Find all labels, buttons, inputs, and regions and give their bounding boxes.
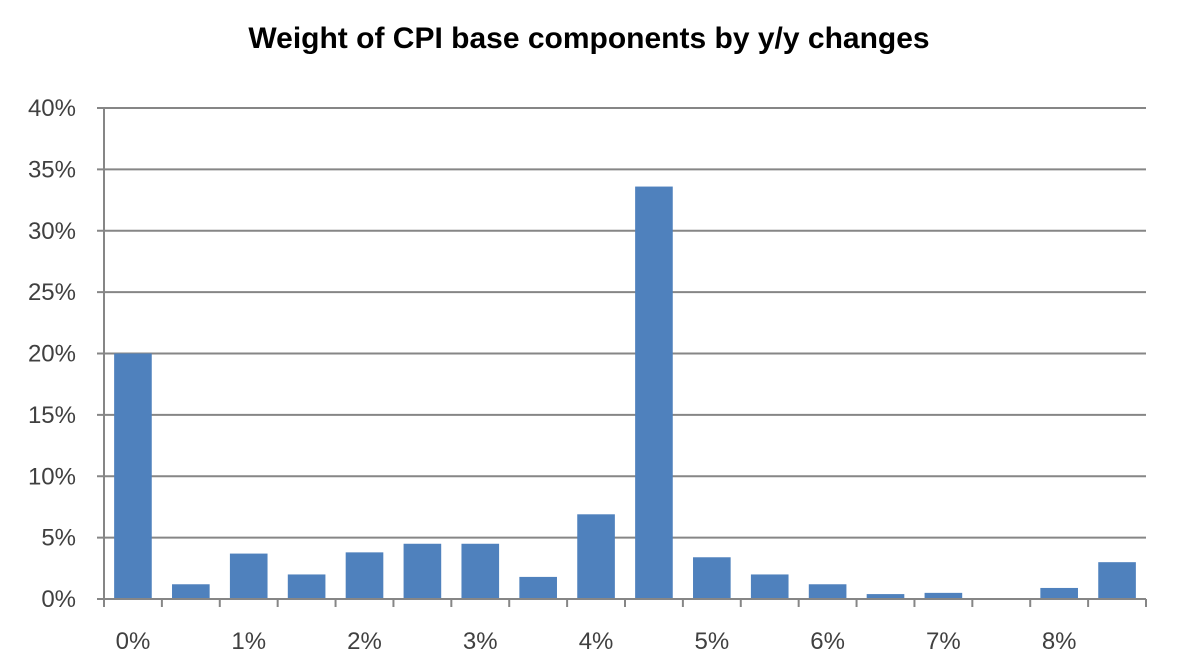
bar [924, 592, 963, 599]
bar [287, 574, 326, 599]
y-tick-label: 5% [41, 525, 76, 552]
bar [866, 594, 905, 599]
x-tick-label: 0% [116, 628, 151, 655]
x-tick-label: 8% [1042, 628, 1077, 655]
chart-title: Weight of CPI base components by y/y cha… [248, 22, 930, 55]
x-tick-label: 2% [347, 628, 382, 655]
bar [461, 543, 500, 599]
x-tick-labels: 0% 1% 2% 3% 4% 5% 6% 7% 8% [116, 628, 1077, 655]
bar [750, 574, 789, 599]
y-tick-label: 40% [28, 95, 76, 122]
bar [693, 557, 731, 599]
bar [172, 584, 210, 599]
x-tick-label: 3% [463, 628, 498, 655]
bar [114, 353, 152, 599]
x-tick-label: 1% [231, 628, 266, 655]
bar [519, 576, 557, 599]
y-tick-label: 20% [28, 341, 76, 368]
bar [1098, 562, 1136, 599]
y-tick-label: 25% [28, 279, 76, 306]
axes [97, 107, 1147, 607]
x-tick-label: 7% [926, 628, 961, 655]
bar [577, 514, 615, 599]
y-tick-label: 30% [28, 218, 76, 245]
bar [403, 543, 442, 599]
bar [229, 553, 268, 599]
gridlines [104, 107, 1146, 539]
y-tick-label: 15% [28, 402, 76, 429]
y-tick-label: 0% [41, 586, 76, 613]
bar [635, 186, 673, 599]
bar [345, 552, 384, 599]
x-tick-label: 5% [694, 628, 729, 655]
bar [1040, 587, 1078, 599]
bars [114, 186, 1136, 599]
x-tick-label: 4% [579, 628, 614, 655]
y-tick-label: 35% [28, 156, 76, 183]
bar [808, 584, 847, 599]
x-tick-label: 6% [810, 628, 845, 655]
y-tick-labels: 0% 5% 10% 15% 20% 25% 30% 35% 40% [28, 95, 76, 613]
y-tick-label: 10% [28, 463, 76, 490]
